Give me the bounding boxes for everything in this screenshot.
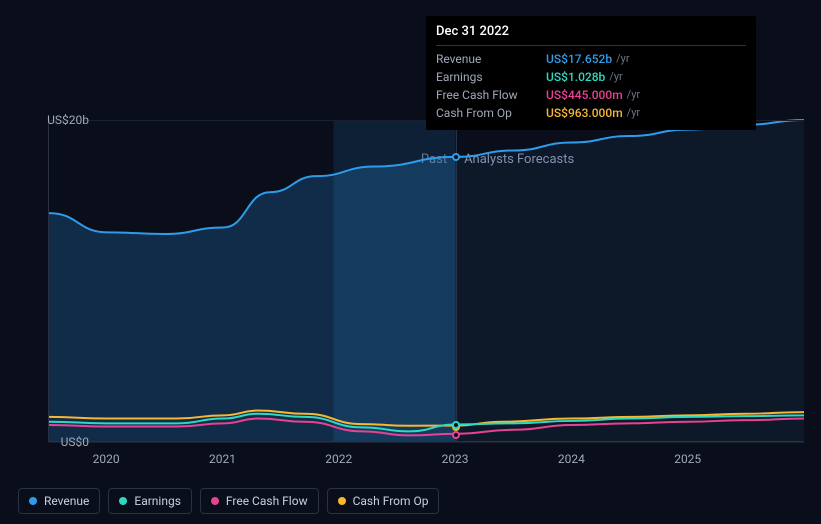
revenue-marker <box>452 153 460 161</box>
legend-dot-icon <box>211 497 219 505</box>
tooltip-value: US$1.028b <box>546 70 605 84</box>
x-axis-tick-label: 2021 <box>209 452 236 466</box>
legend-item-revenue[interactable]: Revenue <box>18 488 100 514</box>
legend-dot-icon <box>119 497 127 505</box>
tooltip-label: Earnings <box>436 70 546 84</box>
tooltip-value: US$17.652b <box>546 52 612 66</box>
legend-item-free-cash-flow[interactable]: Free Cash Flow <box>200 488 319 514</box>
legend-item-earnings[interactable]: Earnings <box>108 488 192 514</box>
free-cash-flow-marker <box>452 431 460 439</box>
chart-area: Past Analysts Forecasts US$20bUS$0 <box>18 120 804 450</box>
plot-area[interactable]: Past Analysts Forecasts US$20bUS$0 <box>48 120 804 442</box>
chart-svg <box>49 120 804 441</box>
x-axis: 2020 2021 2022 2023 2024 2025 <box>18 452 804 472</box>
x-axis-tick-label: 2023 <box>442 452 469 466</box>
x-axis-tick-label: 2024 <box>558 452 585 466</box>
legend-label: Revenue <box>44 494 89 508</box>
tooltip-row: Cash From OpUS$963.000m/yr <box>436 104 746 122</box>
legend-label: Free Cash Flow <box>226 494 308 508</box>
x-axis-tick-label: 2022 <box>325 452 352 466</box>
legend-item-cash-from-op[interactable]: Cash From Op <box>327 488 440 514</box>
revenue-fill-forecast <box>456 120 804 441</box>
tooltip-unit: /yr <box>627 88 640 102</box>
tooltip-value: US$963.000m <box>546 106 623 120</box>
earnings-marker <box>452 421 460 429</box>
tooltip-row: EarningsUS$1.028b/yr <box>436 68 746 86</box>
y-axis-tick-label: US$20b <box>47 113 89 127</box>
tooltip-label: Free Cash Flow <box>436 88 546 102</box>
chart-tooltip: Dec 31 2022 RevenueUS$17.652b/yrEarnings… <box>426 16 756 130</box>
tooltip-unit: /yr <box>627 106 640 120</box>
legend: Revenue Earnings Free Cash Flow Cash From O… <box>18 488 439 514</box>
tooltip-unit: /yr <box>616 52 629 66</box>
tooltip-value: US$445.000m <box>546 88 623 102</box>
tooltip-unit: /yr <box>609 70 622 84</box>
tooltip-row: Free Cash FlowUS$445.000m/yr <box>436 86 746 104</box>
legend-dot-icon <box>338 497 346 505</box>
x-axis-tick-label: 2020 <box>93 452 120 466</box>
divider-line <box>456 120 457 441</box>
y-axis-tick-label: US$0 <box>61 435 89 449</box>
tooltip-label: Revenue <box>436 52 546 66</box>
x-axis-tick-label: 2025 <box>674 452 701 466</box>
tooltip-label: Cash From Op <box>436 106 546 120</box>
tooltip-row: RevenueUS$17.652b/yr <box>436 50 746 68</box>
gridline <box>49 442 804 443</box>
legend-dot-icon <box>29 497 37 505</box>
legend-label: Cash From Op <box>353 494 429 508</box>
legend-label: Earnings <box>134 494 181 508</box>
tooltip-date: Dec 31 2022 <box>436 24 746 46</box>
revenue-fill-past <box>49 157 456 441</box>
